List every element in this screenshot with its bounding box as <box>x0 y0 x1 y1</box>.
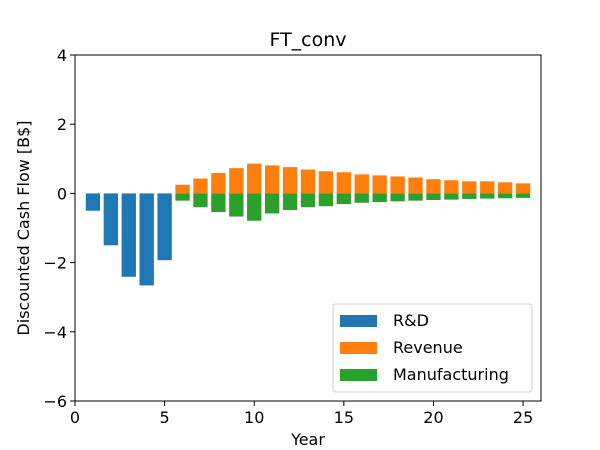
x-axis-label: Year <box>290 430 325 449</box>
chart-title: FT_conv <box>269 29 346 51</box>
bar-revenue-year-9 <box>229 168 244 194</box>
bar-manufacturing-year-9 <box>229 193 244 217</box>
bar-manufacturing-year-13 <box>300 193 316 208</box>
bar-manufacturing-year-22 <box>462 193 477 199</box>
bar-revenue-year-7 <box>193 178 208 194</box>
y-tick-label: −6 <box>43 392 67 411</box>
bar-r-d-year-1 <box>85 193 101 211</box>
bar-manufacturing-year-20 <box>426 193 441 200</box>
bar-manufacturing-year-12 <box>282 193 298 211</box>
bar-manufacturing-year-17 <box>372 193 387 203</box>
bar-revenue-year-11 <box>264 165 280 194</box>
x-tick-label: 5 <box>160 408 170 427</box>
bar-revenue-year-6 <box>175 184 190 194</box>
bar-revenue-year-18 <box>390 176 405 194</box>
bar-manufacturing-year-15 <box>336 193 352 205</box>
bar-r-d-year-2 <box>103 193 119 246</box>
bar-revenue-year-19 <box>408 177 423 194</box>
bar-revenue-year-12 <box>282 167 298 194</box>
bar-manufacturing-year-7 <box>193 193 208 208</box>
bar-revenue-year-20 <box>426 179 441 194</box>
legend: R&D Revenue Manufacturing <box>332 303 533 393</box>
y-tick-label: 2 <box>57 115 67 134</box>
legend-swatch <box>340 369 377 381</box>
bar-revenue-year-24 <box>497 182 513 194</box>
bar-revenue-year-10 <box>247 163 262 194</box>
bar-manufacturing-year-23 <box>480 193 495 199</box>
bar-manufacturing-year-24 <box>497 193 513 199</box>
bar-manufacturing-year-16 <box>354 193 369 203</box>
bar-manufacturing-year-11 <box>264 193 280 214</box>
bar-r-d-year-4 <box>139 193 154 286</box>
bars-group <box>85 163 531 286</box>
y-axis-ticks: −6 −4 −2 0 2 4 <box>43 46 75 411</box>
bar-revenue-year-15 <box>336 172 352 194</box>
legend-box <box>332 303 533 393</box>
bar-manufacturing-year-8 <box>211 193 226 213</box>
bar-manufacturing-year-10 <box>247 193 262 221</box>
legend-swatch <box>340 315 377 327</box>
bar-manufacturing-year-25 <box>515 193 531 198</box>
x-tick-label: 25 <box>513 408 533 427</box>
legend-label: R&D <box>393 311 429 330</box>
bar-revenue-year-23 <box>480 181 495 194</box>
y-tick-label: 4 <box>57 46 67 65</box>
legend-swatch <box>340 342 377 354</box>
bar-revenue-year-13 <box>300 169 316 194</box>
bar-manufacturing-year-18 <box>390 193 405 202</box>
bar-manufacturing-year-14 <box>318 193 334 207</box>
bar-manufacturing-year-6 <box>175 193 190 201</box>
bar-revenue-year-8 <box>211 172 226 194</box>
legend-label: Manufacturing <box>393 365 509 384</box>
y-tick-label: −2 <box>43 254 67 273</box>
x-tick-label: 20 <box>423 408 443 427</box>
bar-revenue-year-17 <box>372 175 387 194</box>
x-tick-label: 15 <box>334 408 354 427</box>
y-tick-label: 0 <box>57 184 67 203</box>
legend-label: Revenue <box>393 338 463 357</box>
bar-manufacturing-year-19 <box>408 193 423 201</box>
bar-r-d-year-3 <box>121 193 136 277</box>
bar-revenue-year-21 <box>444 180 459 194</box>
bar-revenue-year-16 <box>354 174 369 194</box>
bar-r-d-year-5 <box>157 193 172 261</box>
x-tick-label: 0 <box>70 408 80 427</box>
x-axis-ticks: 0 5 10 15 20 25 <box>70 401 533 427</box>
bar-manufacturing-year-21 <box>444 193 459 200</box>
bar-revenue-year-25 <box>515 183 531 194</box>
plot-frame <box>74 54 542 402</box>
bar-revenue-year-22 <box>462 181 477 194</box>
x-tick-label: 10 <box>244 408 264 427</box>
bar-revenue-year-14 <box>318 171 334 194</box>
y-tick-label: −4 <box>43 323 67 342</box>
y-axis-label: Discounted Cash Flow [B$] <box>14 120 33 335</box>
